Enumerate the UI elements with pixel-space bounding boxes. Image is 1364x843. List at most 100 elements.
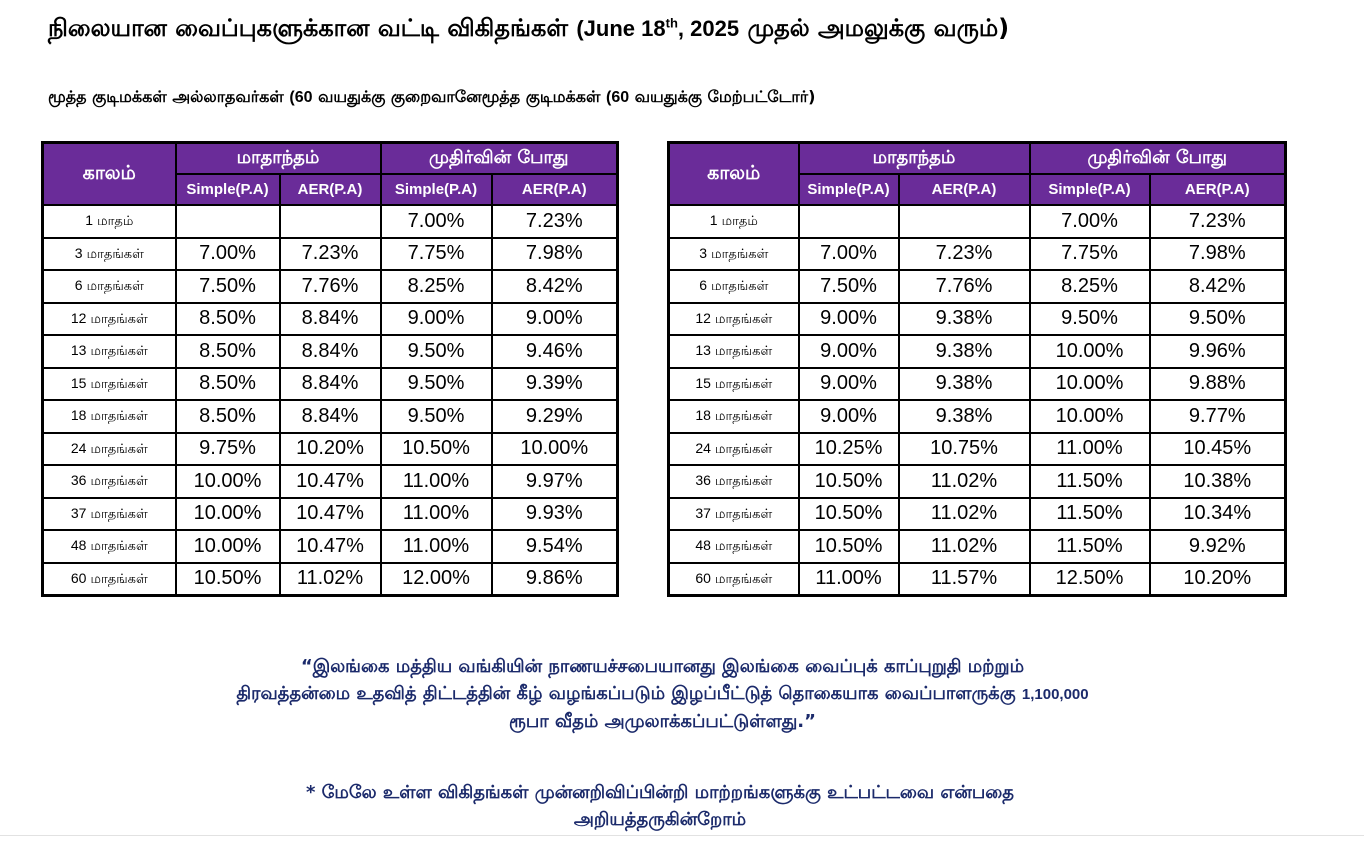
- monthly-aer-rate: 10.20%: [278, 431, 382, 466]
- monthly-simple-rate: 7.50%: [174, 269, 281, 304]
- rates-table-senior: காலம் மாதாந்தம் முதிர்வின் போது Simple(P…: [667, 141, 1287, 597]
- maturity-aer-rate: 10.00%: [490, 431, 619, 466]
- header-maturity: முதிர்வின் போது: [379, 141, 619, 175]
- maturity-aer-rate: 9.00%: [490, 301, 619, 336]
- period-cell: 6 மாதங்கள்: [41, 269, 177, 304]
- period-cell: 37 மாதங்கள்: [41, 496, 177, 531]
- period-unit: மாதங்கள்: [715, 376, 773, 392]
- header-maturity: முதிர்வின் போது: [1028, 141, 1287, 175]
- maturity-aer-rate: 9.77%: [1148, 399, 1287, 434]
- maturity-aer-rate: 9.54%: [490, 529, 619, 564]
- maturity-simple-rate: 11.00%: [379, 529, 493, 564]
- maturity-aer-rate: 9.92%: [1148, 529, 1287, 564]
- period-number: 13: [70, 342, 87, 359]
- monthly-aer-rate: 9.38%: [897, 399, 1031, 434]
- maturity-aer-rate: 10.45%: [1148, 431, 1287, 466]
- title-suffix: முதல் அமலுக்கு வரும்): [747, 14, 1010, 42]
- table-row: 1 மாதம் 7.00% 7.23%: [41, 204, 619, 239]
- header-period: காலம்: [667, 141, 800, 206]
- maturity-aer-rate: 7.23%: [1148, 204, 1287, 239]
- caption-senior-label: மூத்த குடிமக்கள்: [481, 87, 601, 106]
- period-unit: மாதங்கள்: [715, 311, 773, 327]
- rates-body-senior: 1 மாதம் 7.00% 7.23% 3 மாதங்கள் 7.00% 7.23% 7.7…: [667, 204, 1287, 597]
- period-unit: மாதங்கள்: [711, 279, 769, 295]
- caption-nonsenior-tail: வயதுக்கு குறைவானே: [318, 87, 482, 106]
- maturity-aer-rate: 7.23%: [490, 204, 619, 239]
- monthly-aer-rate: 11.02%: [897, 464, 1031, 499]
- period-number: 12: [695, 309, 711, 326]
- period-number: 1: [709, 212, 718, 229]
- page-divider: [0, 835, 1364, 836]
- table-row: 36 மாதங்கள் 10.50% 11.02% 11.50% 10.38%: [667, 464, 1287, 499]
- monthly-simple-rate: 7.00%: [797, 236, 900, 271]
- deposit-insurance-notice: “இலங்கை மத்திய வங்கியின் நாணயச்சபையானது …: [40, 653, 1285, 735]
- period-cell: 12 மாதங்கள்: [667, 301, 800, 336]
- period-number: 60: [70, 569, 87, 586]
- monthly-aer-rate: 11.02%: [897, 496, 1031, 531]
- maturity-simple-rate: 10.50%: [379, 431, 493, 466]
- maturity-simple-rate: 10.00%: [1028, 334, 1151, 369]
- table-row: 15 மாதங்கள் 8.50% 8.84% 9.50% 9.39%: [41, 366, 619, 401]
- monthly-simple-rate: 10.50%: [174, 561, 281, 597]
- period-unit: மாதங்கள்: [711, 246, 769, 262]
- period-unit: மாதங்கள்: [86, 246, 144, 262]
- maturity-simple-rate: 9.00%: [379, 301, 493, 336]
- period-unit: மாதங்கள்: [90, 539, 148, 555]
- maturity-simple-rate: 12.50%: [1028, 561, 1151, 597]
- page-title: நிலையான வைப்புகளுக்கான வட்டி விகிதங்கள் …: [48, 14, 1009, 45]
- notice-line-2: திரவத்தன்மை உதவித் திட்டத்தின் கீழ் வழங்…: [236, 683, 1016, 704]
- monthly-aer-rate: 10.47%: [278, 529, 382, 564]
- period-unit: மாதங்கள்: [715, 539, 773, 555]
- monthly-simple-rate: 8.50%: [174, 301, 281, 336]
- header-maturity-aer: AER(P.A): [1148, 173, 1287, 206]
- monthly-simple-rate: 10.25%: [797, 431, 900, 466]
- maturity-aer-rate: 9.39%: [490, 366, 619, 401]
- header-monthly: மாதாந்தம்: [797, 141, 1031, 175]
- period-cell: 24 மாதங்கள்: [667, 431, 800, 466]
- maturity-aer-rate: 7.98%: [1148, 236, 1287, 271]
- notice-line-3: ரூபா வீதம் அமுலாக்கப்பட்டுள்ளது.”: [509, 711, 816, 732]
- period-number: 15: [695, 374, 711, 391]
- period-cell: 60 மாதங்கள்: [41, 561, 177, 597]
- header-monthly-simple: Simple(P.A): [797, 173, 900, 206]
- maturity-simple-rate: 10.00%: [1028, 399, 1151, 434]
- period-cell: 3 மாதங்கள்: [667, 236, 800, 271]
- notice-line-1: “இலங்கை மத்திய வங்கியின் நாணயச்சபையானது …: [300, 656, 1025, 677]
- monthly-aer-rate: 7.23%: [897, 236, 1031, 271]
- header-maturity-simple: Simple(P.A): [1028, 173, 1151, 206]
- period-cell: 18 மாதங்கள்: [41, 399, 177, 434]
- maturity-aer-rate: 10.38%: [1148, 464, 1287, 499]
- notice-amount: 1,100,000: [1021, 686, 1089, 703]
- table-row: 3 மாதங்கள் 7.00% 7.23% 7.75% 7.98%: [41, 236, 619, 271]
- period-unit: மாதங்கள்: [90, 474, 148, 490]
- header-monthly-simple: Simple(P.A): [174, 173, 281, 206]
- monthly-simple-rate: 9.00%: [797, 366, 900, 401]
- maturity-aer-rate: 7.98%: [490, 236, 619, 271]
- caption-senior-tail: வயதுக்கு மேற்பட்டோர்): [634, 87, 816, 106]
- period-cell: 36 மாதங்கள்: [41, 464, 177, 499]
- maturity-simple-rate: 9.50%: [1028, 301, 1151, 336]
- period-cell: 48 மாதங்கள்: [41, 529, 177, 564]
- period-number: 60: [695, 569, 711, 586]
- header-monthly-aer: AER(P.A): [278, 173, 382, 206]
- period-unit: மாதங்கள்: [715, 409, 773, 425]
- maturity-aer-rate: 10.20%: [1148, 561, 1287, 597]
- period-number: 24: [695, 439, 711, 456]
- period-cell: 15 மாதங்கள்: [667, 366, 800, 401]
- period-number: 12: [70, 309, 87, 326]
- period-number: 3: [74, 244, 83, 261]
- table-row: 12 மாதங்கள் 8.50% 8.84% 9.00% 9.00%: [41, 301, 619, 336]
- monthly-simple-rate: 10.50%: [797, 496, 900, 531]
- monthly-aer-rate: 7.23%: [278, 236, 382, 271]
- maturity-simple-rate: 11.50%: [1028, 496, 1151, 531]
- period-number: 1: [85, 212, 93, 229]
- period-cell: 1 மாதம்: [667, 204, 800, 239]
- table-captions: மூத்த குடிமக்கள் அல்லாதவர்கள் (60 வயதுக்…: [48, 87, 815, 108]
- title-date: (June 18th, 2025: [576, 16, 739, 41]
- monthly-aer-rate: 11.57%: [897, 561, 1031, 597]
- monthly-aer-rate: 10.47%: [278, 496, 382, 531]
- monthly-aer-rate: [897, 204, 1031, 239]
- monthly-aer-rate: 11.02%: [897, 529, 1031, 564]
- disclaimer-line-1: * மேலே உள்ள விகிதங்கள் முன்னறிவிப்பின்றி…: [305, 782, 1015, 803]
- maturity-simple-rate: 7.00%: [379, 204, 493, 239]
